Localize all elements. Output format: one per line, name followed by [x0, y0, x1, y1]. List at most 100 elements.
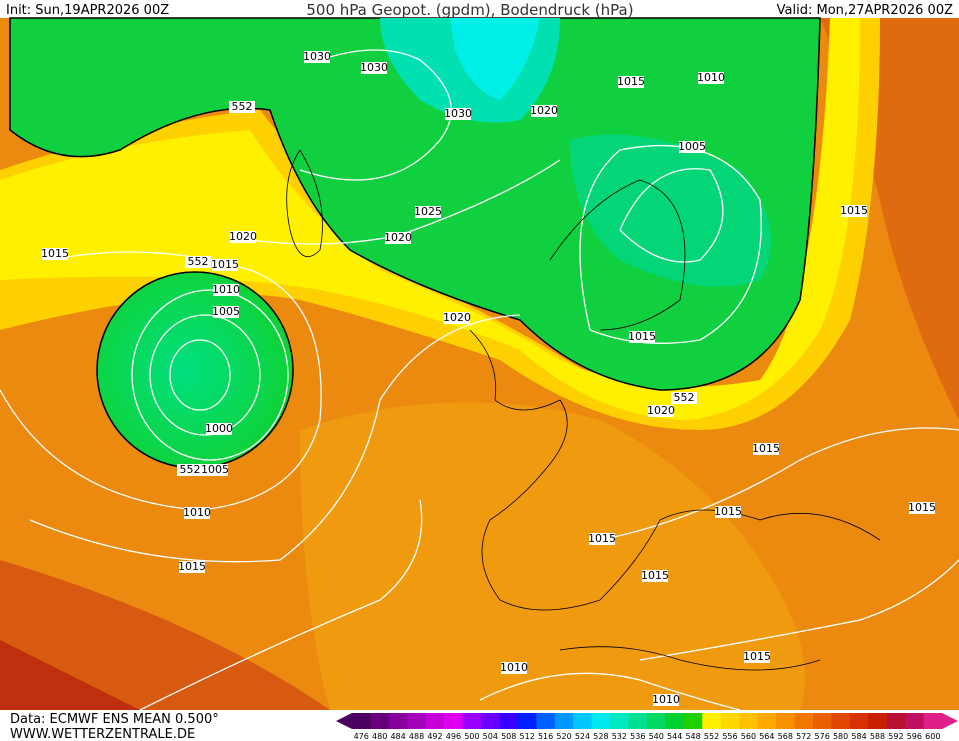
isobar-label: 1025	[414, 205, 442, 218]
colorbar-label: 508	[501, 732, 516, 741]
isobar-label: 1000	[205, 422, 233, 435]
colorbar-swatch	[370, 713, 390, 729]
isobar-label-bg	[671, 392, 697, 404]
isobar-label-bg	[653, 694, 679, 706]
isobar-label: 1005	[678, 140, 706, 153]
isobar-label-bg	[618, 76, 644, 88]
isobar-label-bg	[184, 507, 210, 519]
website: WWW.WETTERZENTRALE.DE	[10, 727, 195, 741]
colorbar-label: 568	[778, 732, 793, 741]
isobar-label: 1015	[743, 650, 771, 663]
colorbar-swatch	[868, 713, 888, 729]
colorbar-swatch	[849, 713, 869, 729]
colorbar-swatch	[886, 713, 906, 729]
data-source: Data: ECMWF ENS MEAN 0.500°	[10, 712, 219, 727]
isobar-label-bg	[42, 248, 68, 260]
colorbar-swatch	[499, 713, 519, 729]
colorbar-swatch	[776, 713, 795, 729]
isobar-label-bg	[230, 231, 256, 243]
colorbar-label: 536	[630, 732, 645, 741]
isobar-label-bg	[715, 506, 741, 518]
colorbar-arrow-right	[942, 713, 958, 729]
isobar-label-bg	[385, 232, 411, 244]
colorbar-swatch	[905, 713, 925, 729]
colorbar-swatch	[794, 713, 814, 729]
isobar-label-bg	[444, 312, 470, 324]
isobar-label: 1015	[211, 258, 239, 271]
colorbar-label: 544	[667, 732, 682, 741]
colorbar-swatch	[444, 713, 464, 729]
colorbar-swatch	[481, 713, 500, 729]
colorbar-swatch	[425, 713, 445, 729]
isobar-label: 1020	[530, 104, 558, 117]
colorbar-label: 492	[427, 732, 442, 741]
isobar-label-bg	[501, 662, 527, 674]
colorbar-label: 528	[593, 732, 608, 741]
isobar-label-bg	[202, 464, 228, 476]
colorbar-label: 524	[575, 732, 590, 741]
colorbar-swatch	[554, 713, 574, 729]
isobar-label: 1010	[212, 283, 240, 296]
colorbar-label: 580	[833, 732, 848, 741]
isobar-label: 1020	[647, 404, 675, 417]
colorbar-swatch	[462, 713, 482, 729]
isobar-label: 1010	[500, 661, 528, 674]
colorbar-swatch	[702, 713, 722, 729]
isobar-label: 1030	[360, 61, 388, 74]
isobar-label-bg	[629, 331, 655, 343]
isobar-label-bg	[179, 561, 205, 573]
colorbar-swatch	[812, 713, 832, 729]
colorbar-label: 484	[390, 732, 405, 741]
isobar-label: 552	[232, 100, 253, 113]
isobar-label: 1030	[444, 107, 472, 120]
isobar-label-bg	[698, 72, 724, 84]
isobar-label: 1005	[201, 463, 229, 476]
colorbar-label: 556	[722, 732, 737, 741]
isobar-label-bg	[206, 423, 232, 435]
isobar-label-bg	[909, 502, 935, 514]
isobar-label: 1015	[752, 442, 780, 455]
isobar-label: 552	[188, 255, 209, 268]
colorbar-swatch	[923, 713, 943, 729]
colorbar-swatch	[720, 713, 740, 729]
colorbar-label: 512	[520, 732, 535, 741]
colorbar-swatch	[536, 713, 556, 729]
isobar-label: 1015	[588, 532, 616, 545]
colorbar-swatch	[407, 713, 427, 729]
colorbar-swatch	[628, 713, 648, 729]
isobar-label-bg	[361, 62, 387, 74]
isobar-label-bg	[642, 570, 668, 582]
isobar-label: 552	[674, 391, 695, 404]
init-time: Init: Sun,19APR2026 00Z	[6, 3, 169, 18]
colorbar-label: 572	[796, 732, 811, 741]
colorbar-label: 540	[649, 732, 664, 741]
colorbar-label: 496	[446, 732, 461, 741]
colorbar-arrow-left	[336, 713, 352, 729]
isobar-label-bg	[229, 101, 255, 113]
isobar-label-bg	[589, 533, 615, 545]
isobar-label-bg	[753, 443, 779, 455]
colorbar-label: 588	[870, 732, 885, 741]
isobar-label-bg	[212, 259, 238, 271]
isobar-label: 1015	[908, 501, 936, 514]
isobar-label: 1020	[443, 311, 471, 324]
colorbar-swatch	[683, 713, 703, 729]
isobar-label: 1015	[641, 569, 669, 582]
map-title: 500 hPa Geopot. (gpdm), Bodendruck (hPa)	[306, 1, 633, 19]
colorbar-label: 548	[685, 732, 700, 741]
colorbar-label: 592	[888, 732, 903, 741]
isobar-label-bg	[679, 141, 705, 153]
colorbar-label: 520	[556, 732, 571, 741]
colorbar-label: 488	[409, 732, 424, 741]
isobar-label-bg	[531, 105, 557, 117]
valid-time: Valid: Mon,27APR2026 00Z	[777, 3, 953, 18]
isobar-label-bg	[445, 108, 471, 120]
isobar-label: 1010	[697, 71, 725, 84]
isobar-label: 552	[180, 463, 201, 476]
isobar-label-bg	[415, 206, 441, 218]
isobar-label: 1020	[229, 230, 257, 243]
colorbar-label: 576	[815, 732, 830, 741]
isobar-label: 1020	[384, 231, 412, 244]
colorbar-label: 532	[612, 732, 627, 741]
